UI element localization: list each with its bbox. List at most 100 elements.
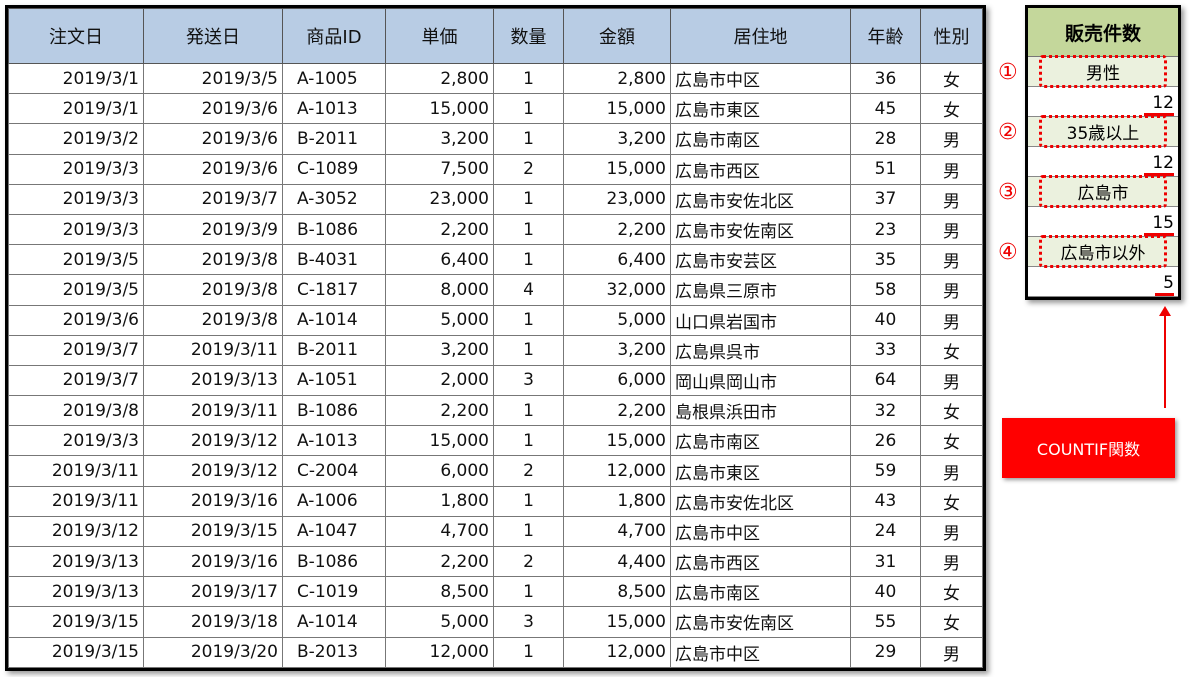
table-cell[interactable]: C-2004 <box>282 455 386 487</box>
table-cell[interactable]: 広島市中区 <box>670 636 851 668</box>
table-cell[interactable]: 8,500 <box>563 576 671 608</box>
table-cell[interactable]: 広島市中区 <box>670 515 851 548</box>
table-cell[interactable]: 2019/3/5 <box>8 244 144 276</box>
table-cell[interactable]: 15,000 <box>563 425 671 457</box>
table-cell[interactable]: 2,800 <box>563 62 671 95</box>
table-cell[interactable]: 5,000 <box>385 606 494 638</box>
table-cell[interactable]: 広島県三原市 <box>670 274 851 306</box>
table-cell[interactable]: C-1817 <box>282 274 386 306</box>
table-cell[interactable]: 1 <box>493 576 564 608</box>
table-cell[interactable]: 23,000 <box>385 183 494 215</box>
table-cell[interactable]: 4,400 <box>563 545 671 578</box>
table-cell[interactable]: 15,000 <box>563 606 671 638</box>
table-cell[interactable]: 2019/3/6 <box>8 304 144 336</box>
table-cell[interactable]: 男 <box>920 183 983 215</box>
table-cell[interactable]: 2019/3/6 <box>143 123 283 155</box>
table-cell[interactable]: 女 <box>920 606 983 638</box>
table-cell[interactable]: B-2011 <box>282 334 386 366</box>
table-cell[interactable]: 8,000 <box>385 274 494 306</box>
table-cell[interactable]: 広島市西区 <box>670 545 851 578</box>
table-cell[interactable]: B-4031 <box>282 244 386 276</box>
table-cell[interactable]: 2019/3/11 <box>8 455 144 487</box>
table-cell[interactable]: 2019/3/6 <box>143 93 283 125</box>
table-cell[interactable]: 男 <box>920 364 983 397</box>
table-cell[interactable]: A-3052 <box>282 183 386 215</box>
table-cell[interactable]: 男 <box>920 244 983 276</box>
table-cell[interactable]: 3 <box>493 606 564 638</box>
table-cell[interactable]: 64 <box>850 364 921 397</box>
table-cell[interactable]: 1,800 <box>563 485 671 517</box>
column-header[interactable]: 年齢 <box>850 8 921 64</box>
table-cell[interactable]: 2,200 <box>385 213 494 246</box>
table-cell[interactable]: 男 <box>920 455 983 487</box>
table-cell[interactable]: 1,800 <box>385 485 494 517</box>
table-cell[interactable]: 男 <box>920 153 983 185</box>
table-cell[interactable]: B-1086 <box>282 395 386 427</box>
table-cell[interactable]: 2019/3/16 <box>143 485 283 517</box>
table-cell[interactable]: C-1089 <box>282 153 386 185</box>
table-cell[interactable]: 2019/3/3 <box>8 153 144 185</box>
criteria-cell[interactable]: 広島市以外 <box>1028 235 1178 268</box>
table-cell[interactable]: 5,000 <box>563 304 671 336</box>
table-cell[interactable]: B-1086 <box>282 545 386 578</box>
table-cell[interactable]: 山口県岩国市 <box>670 304 851 336</box>
table-cell[interactable]: 2019/3/8 <box>143 244 283 276</box>
table-cell[interactable]: 15,000 <box>563 153 671 185</box>
table-cell[interactable]: 23,000 <box>563 183 671 215</box>
table-cell[interactable]: 1 <box>493 485 564 517</box>
table-cell[interactable]: 37 <box>850 183 921 215</box>
table-cell[interactable]: 島根県浜田市 <box>670 395 851 427</box>
table-cell[interactable]: 40 <box>850 304 921 336</box>
table-cell[interactable]: 2019/3/12 <box>143 425 283 457</box>
table-cell[interactable]: 6,000 <box>563 364 671 397</box>
table-cell[interactable]: 24 <box>850 515 921 548</box>
table-cell[interactable]: 59 <box>850 455 921 487</box>
table-cell[interactable]: 女 <box>920 395 983 427</box>
table-cell[interactable]: 58 <box>850 274 921 306</box>
table-cell[interactable]: 2019/3/13 <box>8 545 144 578</box>
table-cell[interactable]: 2 <box>493 545 564 578</box>
table-cell[interactable]: 2,200 <box>563 395 671 427</box>
table-cell[interactable]: 2019/3/16 <box>143 545 283 578</box>
table-cell[interactable]: 2019/3/7 <box>143 183 283 215</box>
table-cell[interactable]: 35 <box>850 244 921 276</box>
table-cell[interactable]: 2019/3/20 <box>143 636 283 668</box>
table-cell[interactable]: 2019/3/12 <box>8 515 144 548</box>
table-cell[interactable]: 2019/3/15 <box>8 636 144 668</box>
table-cell[interactable]: 1 <box>493 304 564 336</box>
criteria-cell[interactable]: 男性 <box>1028 55 1178 88</box>
table-cell[interactable]: 2 <box>493 153 564 185</box>
table-cell[interactable]: 31 <box>850 545 921 578</box>
table-cell[interactable]: 15,000 <box>563 93 671 125</box>
table-cell[interactable]: 12,000 <box>385 636 494 668</box>
criteria-cell[interactable]: 広島市 <box>1028 175 1178 208</box>
table-cell[interactable]: 広島市西区 <box>670 153 851 185</box>
column-header[interactable]: 居住地 <box>670 8 851 64</box>
table-cell[interactable]: 2019/3/3 <box>8 213 144 246</box>
table-cell[interactable]: 男 <box>920 636 983 668</box>
criteria-cell[interactable]: 35歳以上 <box>1028 115 1178 148</box>
table-cell[interactable]: 広島市中区 <box>670 62 851 95</box>
table-cell[interactable]: 1 <box>493 93 564 125</box>
table-cell[interactable]: 12,000 <box>563 455 671 487</box>
column-header[interactable]: 数量 <box>493 8 564 64</box>
table-cell[interactable]: 43 <box>850 485 921 517</box>
table-cell[interactable]: 26 <box>850 425 921 457</box>
table-cell[interactable]: 1 <box>493 425 564 457</box>
table-cell[interactable]: 55 <box>850 606 921 638</box>
table-cell[interactable]: 45 <box>850 93 921 125</box>
table-cell[interactable]: 広島市安佐北区 <box>670 183 851 215</box>
column-header[interactable]: 金額 <box>563 8 671 64</box>
table-cell[interactable]: 3,200 <box>385 123 494 155</box>
table-cell[interactable]: 28 <box>850 123 921 155</box>
table-cell[interactable]: 2019/3/1 <box>8 93 144 125</box>
table-cell[interactable]: 2019/3/15 <box>8 606 144 638</box>
table-cell[interactable]: 女 <box>920 485 983 517</box>
table-cell[interactable]: 29 <box>850 636 921 668</box>
column-header[interactable]: 単価 <box>385 8 494 64</box>
table-cell[interactable]: 2019/3/5 <box>143 62 283 95</box>
table-cell[interactable]: 2,800 <box>385 62 494 95</box>
table-cell[interactable]: B-2011 <box>282 123 386 155</box>
table-cell[interactable]: 1 <box>493 395 564 427</box>
table-cell[interactable]: 広島市南区 <box>670 425 851 457</box>
